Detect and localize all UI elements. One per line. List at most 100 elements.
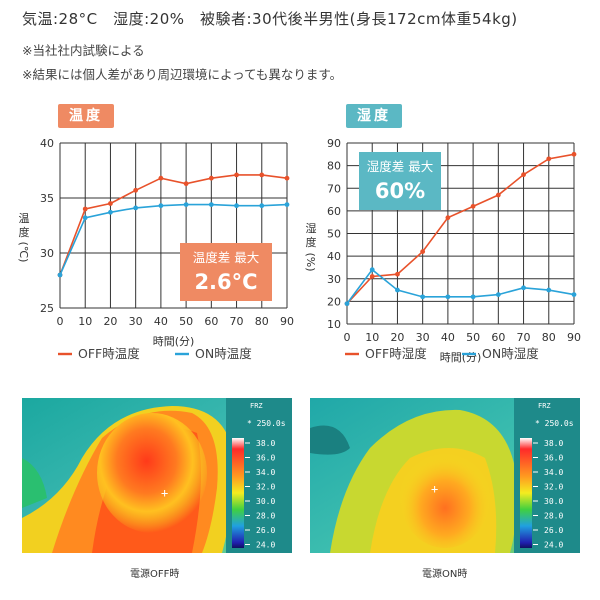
scale-label: 24.0 [256, 541, 275, 550]
mode-label: FRZ [250, 402, 263, 410]
note-individual-difference: ※結果には個人差があり周辺環境によっても異なります。 [22, 67, 343, 82]
data-point [369, 274, 375, 279]
data-point [183, 202, 189, 208]
callout-value: 2.6°C [194, 270, 257, 294]
data-point [445, 215, 451, 221]
x-tick-label: 90 [280, 315, 294, 328]
thermal-caption-off: 電源OFF時 [130, 569, 180, 580]
data-point [82, 206, 88, 212]
x-tick-label: 70 [230, 315, 244, 328]
x-tick-label: 40 [441, 331, 455, 344]
data-point [344, 301, 350, 307]
y-axis-label: (℃) [17, 242, 30, 263]
scale-label: 32.0 [256, 483, 275, 492]
mode-label: FRZ [538, 402, 551, 410]
x-tick-label: 0 [344, 331, 351, 344]
data-point [470, 294, 476, 300]
data-point [420, 294, 426, 300]
x-tick-label: 30 [129, 315, 143, 328]
data-point [234, 203, 239, 209]
data-point [133, 187, 139, 193]
x-tick-label: 50 [179, 315, 193, 328]
data-point [546, 156, 552, 162]
thermal-caption-on: 電源ON時 [422, 569, 468, 580]
data-point [571, 151, 577, 157]
data-point [521, 285, 526, 291]
scale-top-label: * 250.0s [247, 419, 286, 428]
y-tick-label: 40 [40, 137, 54, 150]
scale-label: 28.0 [544, 512, 563, 521]
data-point [259, 172, 265, 178]
data-point [208, 202, 214, 208]
scale-label: 26.0 [544, 526, 563, 535]
data-point [521, 172, 526, 178]
data-point [158, 203, 164, 209]
x-tick-label: 50 [466, 331, 480, 344]
data-point [57, 272, 63, 278]
y-tick-label: 50 [327, 228, 341, 241]
data-point [234, 172, 239, 178]
scale-label: 38.0 [256, 439, 275, 448]
x-tick-label: 20 [103, 315, 117, 328]
x-tick-label: 90 [567, 331, 581, 344]
callout-box [359, 152, 441, 210]
x-tick-label: 70 [517, 331, 531, 344]
scale-label: 30.0 [544, 497, 563, 506]
data-point [108, 201, 113, 206]
y-tick-label: 10 [327, 318, 341, 331]
callout-value: 60% [375, 179, 425, 203]
data-point [495, 192, 501, 198]
scale-label: 28.0 [256, 512, 275, 521]
data-point [133, 205, 139, 211]
y-axis-label: 温 [19, 212, 30, 225]
data-point [470, 203, 476, 209]
y-tick-label: 40 [327, 250, 341, 263]
x-tick-label: 30 [416, 331, 430, 344]
x-tick-label: 20 [390, 331, 404, 344]
data-point [208, 175, 214, 181]
thermal-image-off: + * 250.0s FRZ 38.0 36.0 34.0 32.0 30.0 28.0 2… [22, 398, 292, 553]
data-point [284, 175, 290, 181]
data-point [82, 215, 88, 221]
data-point [571, 292, 577, 297]
scale-label: 34.0 [256, 468, 275, 477]
data-point [183, 181, 189, 187]
x-tick-label: 40 [154, 315, 168, 328]
y-tick-label: 35 [40, 192, 54, 205]
x-tick-label: 60 [491, 331, 505, 344]
data-point [420, 249, 426, 255]
x-tick-label: 80 [255, 315, 269, 328]
x-tick-label: 0 [57, 315, 64, 328]
callout-box [180, 243, 272, 301]
scale-label: 32.0 [544, 483, 563, 492]
data-point [445, 294, 451, 300]
series-line-on [59, 203, 288, 276]
svg-text:+: + [431, 482, 438, 496]
humidity-badge: 湿度 [346, 104, 402, 128]
data-point [395, 271, 400, 277]
legend-entry: ON時湿度 [482, 346, 539, 361]
y-tick-label: 70 [327, 182, 341, 195]
data-point [495, 292, 501, 297]
y-tick-label: 60 [327, 205, 341, 218]
scale-top-label: * 250.0s [535, 419, 574, 428]
y-axis-label: 湿 [306, 222, 317, 235]
x-tick-label: 80 [542, 331, 556, 344]
legend-entry: OFF時温度 [78, 346, 140, 361]
temperature-badge: 温度 [58, 104, 114, 128]
svg-text:+: + [161, 486, 168, 500]
series-line-off [59, 174, 288, 276]
y-tick-label: 30 [40, 247, 54, 260]
series-line-off [346, 153, 575, 305]
y-tick-label: 25 [40, 302, 54, 315]
y-tick-label: 30 [327, 273, 341, 286]
data-point [546, 287, 552, 293]
data-point [369, 267, 375, 273]
thermal-image-on: + * 250.0s FRZ 38.0 36.0 34.0 32.0 30.0 28.0 2… [310, 398, 580, 553]
data-point [108, 209, 113, 215]
scale-label: 26.0 [256, 526, 275, 535]
callout-label: 湿度差 最大 [367, 159, 433, 174]
data-point [395, 287, 400, 293]
